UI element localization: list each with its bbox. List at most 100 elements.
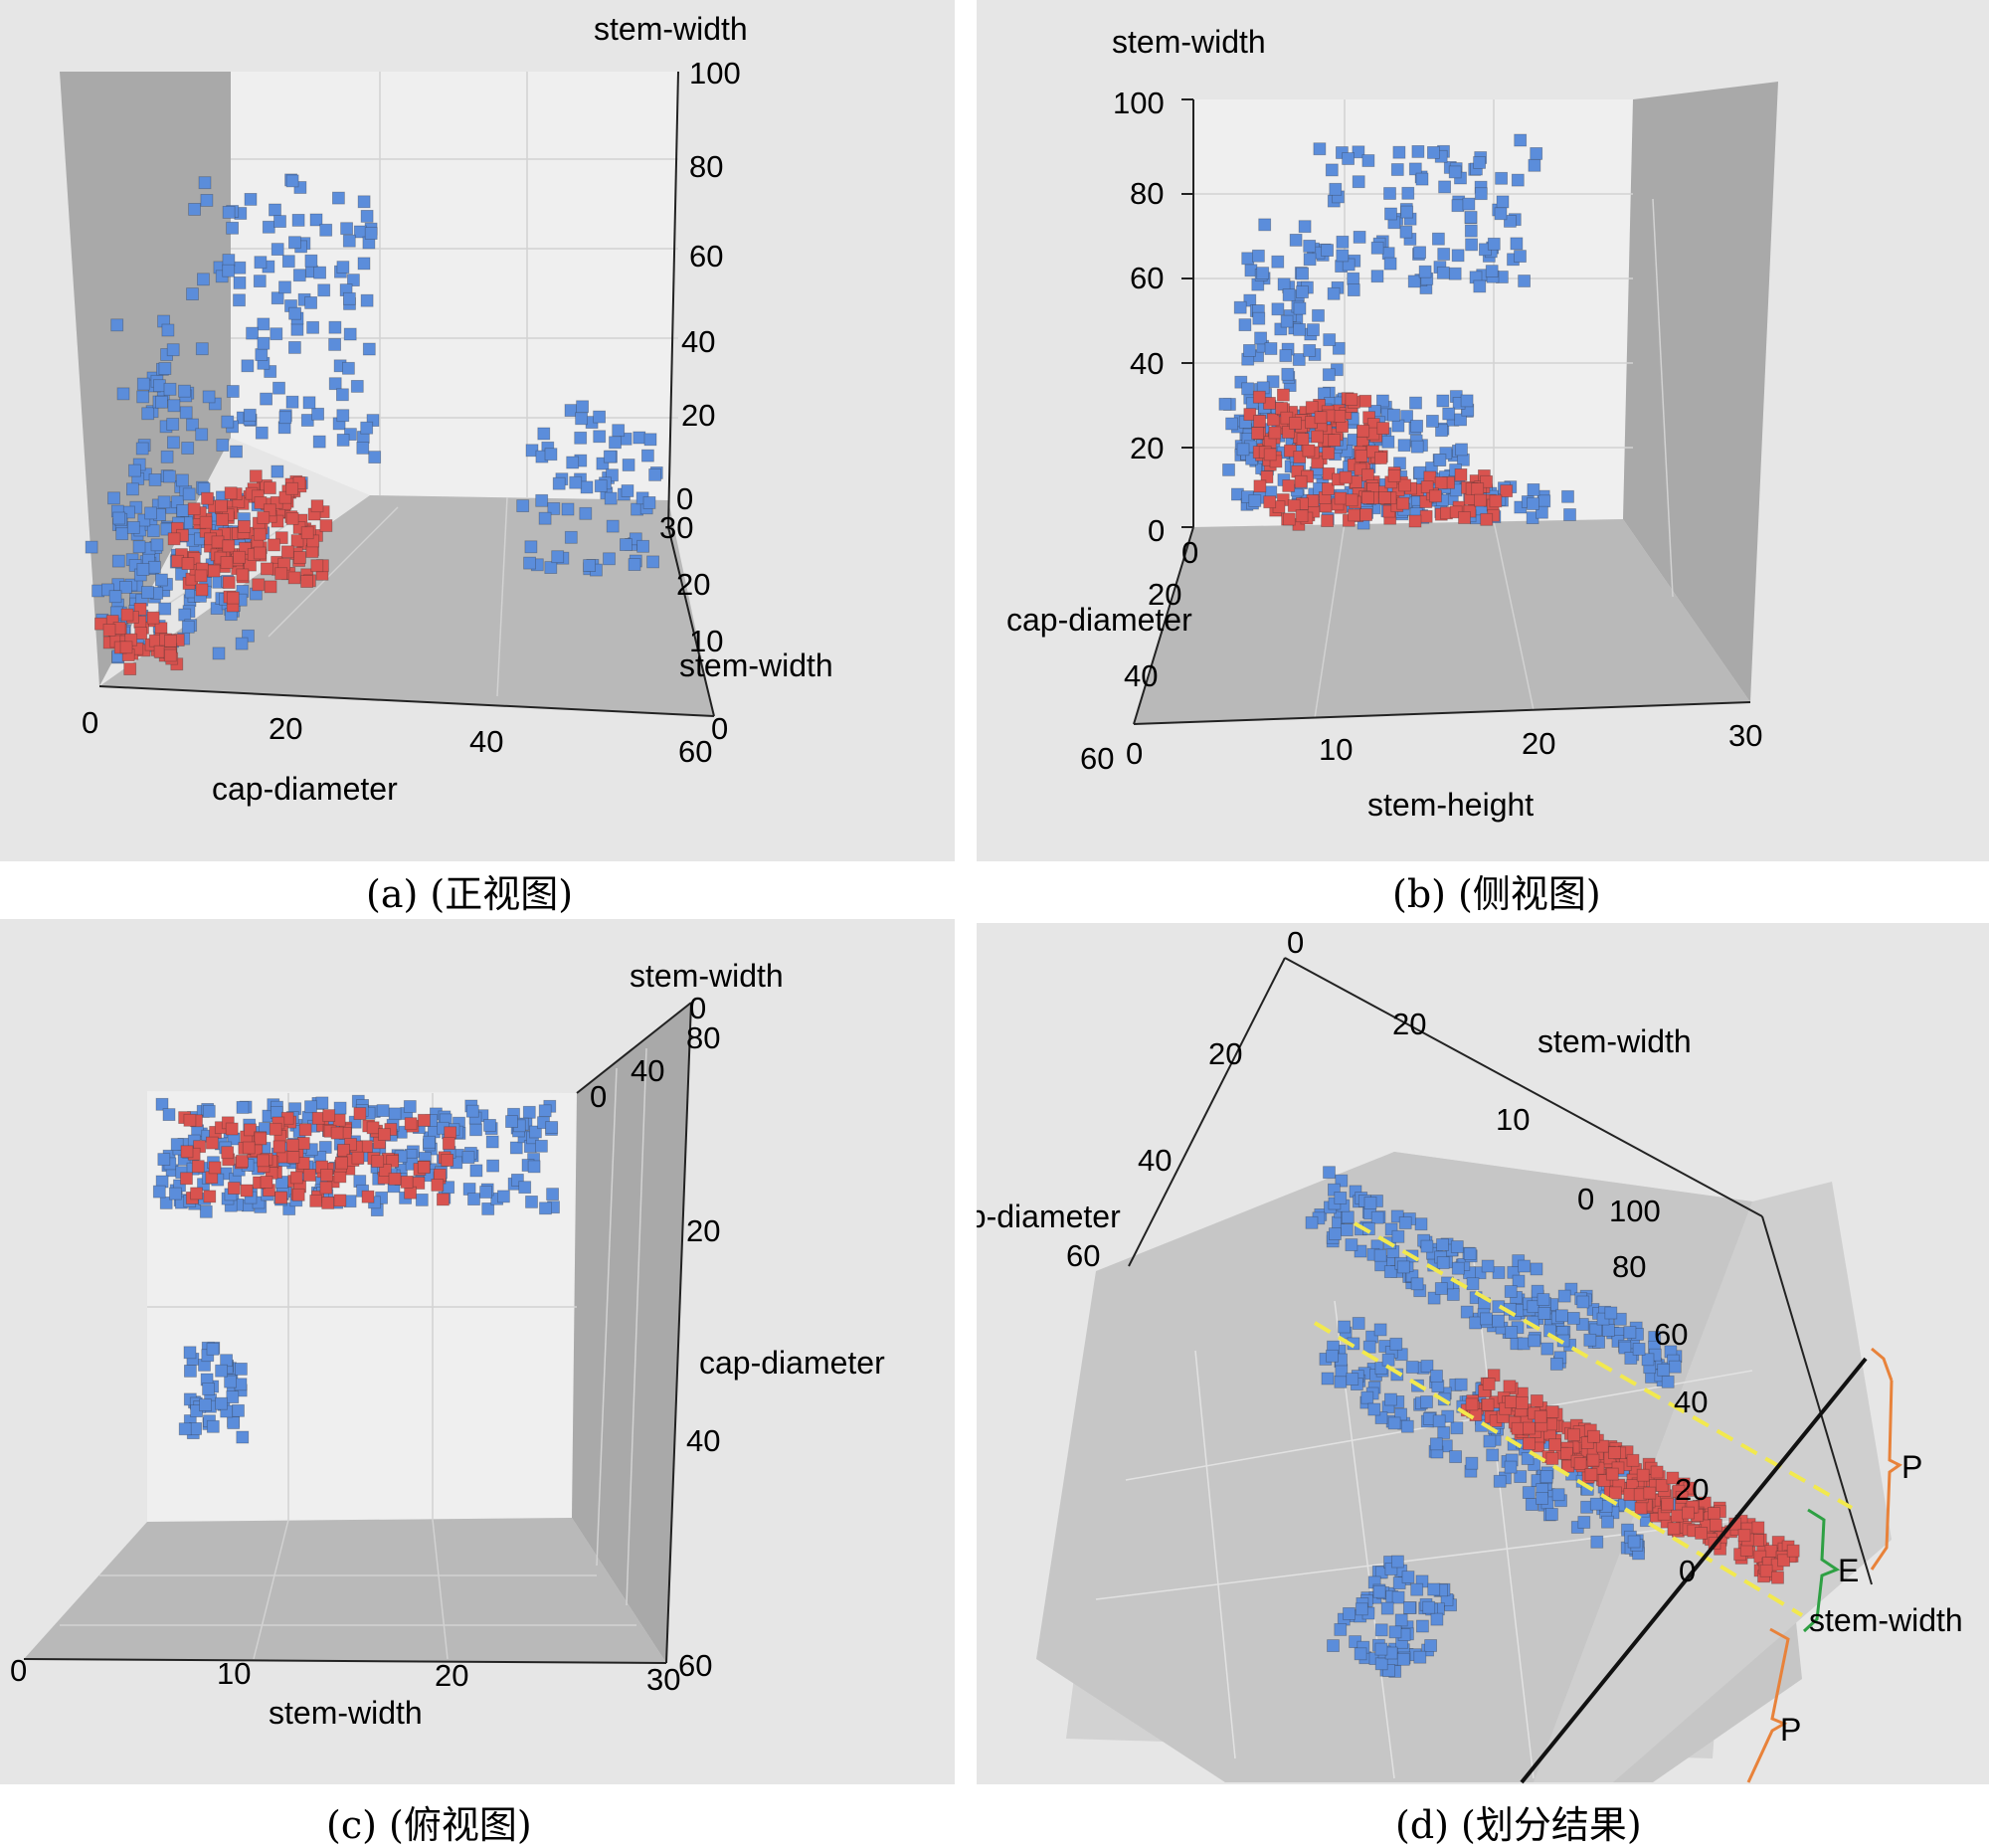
edible-point [1326,1349,1339,1363]
edible-point [523,556,536,570]
edible-point [1657,1363,1671,1377]
poisonous-point [163,648,177,662]
edible-point [1436,266,1450,279]
edible-point [126,521,140,534]
poisonous-point [319,1169,333,1182]
poisonous-point [1573,1457,1587,1470]
edible-point [525,1195,538,1208]
poisonous-point [253,527,267,541]
poisonous-point [1500,484,1514,498]
edible-point [202,1383,216,1395]
edible-point [1352,175,1365,189]
edible-point [1566,1311,1580,1325]
edible-point [317,283,331,297]
edible-point [1430,1370,1443,1383]
cap-diameter-axis-label: cap-diameter [977,1199,1121,1234]
edible-point [1511,173,1525,187]
poisonous-point [134,627,148,640]
edible-point [199,1204,213,1218]
right-wall [1623,82,1778,702]
edible-point [148,472,162,486]
poisonous-point [1595,1439,1609,1453]
poisonous-point [1263,396,1276,410]
poisonous-point [1708,1507,1720,1520]
edible-point [1577,1516,1591,1529]
poisonous-point [285,1138,299,1152]
panel-c-plot: stem-width 0 80 40 0 20 cap-diameter 40 … [10,958,885,1731]
edible-point [1373,1248,1387,1262]
edible-point [1345,1238,1358,1252]
tick-label: 40 [681,324,715,359]
edible-point [196,273,210,286]
poisonous-point [386,1154,400,1168]
edible-point [1408,162,1422,176]
poisonous-point [286,1150,300,1164]
edible-point [1451,199,1465,213]
edible-point [136,377,150,391]
edible-point [1415,172,1429,186]
poisonous-point [1266,413,1280,427]
poisonous-point [263,481,276,495]
edible-point [158,362,172,375]
edible-point [183,1364,197,1378]
stem-width-depth-axis-label: stem-width [679,647,833,683]
edible-point [574,431,588,445]
poisonous-point [293,551,306,564]
edible-point [1383,1392,1397,1406]
edible-point [1394,1613,1408,1627]
edible-point [1504,1460,1518,1474]
poisonous-point [1295,509,1309,523]
panel-d-plot: 0 20 40 cap-diameter 60 20 stem-width 10… [977,925,1963,1784]
edible-point [1346,1373,1359,1386]
poisonous-point [1345,393,1358,406]
edible-point [1399,225,1413,239]
poisonous-point [1534,1409,1547,1423]
edible-point [1487,237,1501,251]
edible-point [1623,1326,1637,1340]
edible-point [606,519,620,533]
poisonous-point [285,481,299,495]
poisonous-point [203,1190,217,1203]
edible-point [1354,1244,1367,1258]
edible-point [147,560,161,574]
edible-point [288,306,302,320]
stem-width-axis-label: stem-width [1537,1023,1692,1059]
edible-point [1401,186,1415,200]
edible-point [1323,1166,1336,1180]
poisonous-point [417,1113,431,1127]
tick-label: 0 [1679,1554,1696,1588]
poisonous-point [1408,514,1422,528]
edible-point [604,491,618,505]
edible-point [1448,165,1462,179]
edible-point [160,450,174,463]
edible-point [1583,1333,1597,1347]
tick-label: 40 [686,1423,720,1458]
edible-point [306,320,320,334]
edible-point [1361,154,1375,167]
edible-point [1389,1337,1403,1351]
edible-point [1254,331,1268,345]
edible-point [1218,397,1232,411]
tick-label: 20 [1522,726,1555,761]
edible-point [1510,237,1524,251]
poisonous-point [1786,1544,1800,1558]
edible-point [1370,1210,1384,1224]
poisonous-point [1545,1405,1559,1419]
poisonous-point [1311,430,1325,444]
edible-point [135,442,149,456]
edible-point [216,439,230,452]
poisonous-point [1511,1421,1525,1435]
edible-point [111,554,125,568]
edible-point [1360,1390,1374,1404]
edible-point [233,261,247,275]
edible-point [1381,1353,1395,1367]
edible-point [315,1096,329,1110]
poisonous-point [260,562,273,576]
tick-label: 20 [1392,1007,1426,1041]
panel-a: stem-width 100 80 60 40 20 0 30 20 10 st… [0,0,955,861]
edible-point [1374,1623,1388,1637]
poisonous-point [333,1194,347,1207]
edible-point [1400,410,1414,424]
edible-point [1561,489,1574,503]
edible-point [1415,1619,1429,1633]
